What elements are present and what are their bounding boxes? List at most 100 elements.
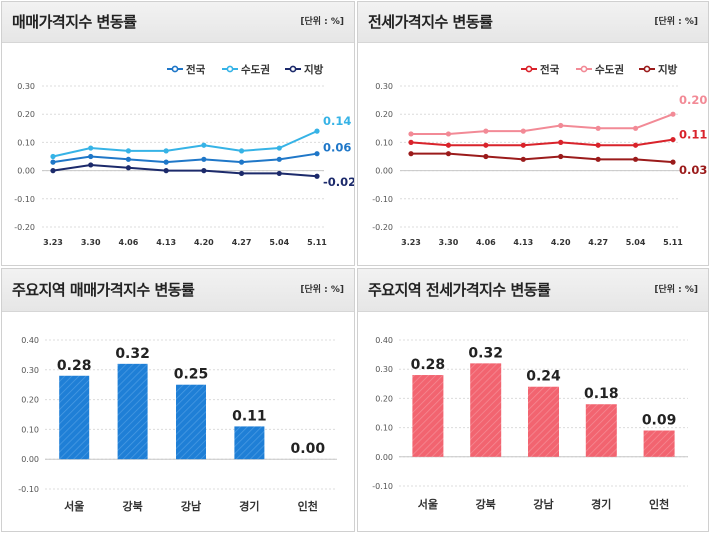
x-category-label: 경기 xyxy=(239,499,259,513)
x-tick-label: 4.06 xyxy=(119,238,139,247)
bar-group: 0.25 강남 xyxy=(174,367,209,513)
data-point xyxy=(408,131,414,137)
jeonse-index-line-chart: 0.30 0.20 0.10 0.00 -0.10 -0.20 3.23 3.30 4.06 4.… xyxy=(372,63,707,247)
legend-item: 전국 xyxy=(521,63,560,76)
bar-group: 0.28 서울 xyxy=(411,357,446,511)
data-point xyxy=(88,153,94,160)
end-value-label: -0.02 xyxy=(323,175,354,189)
y-tick-label: 0.20 xyxy=(17,110,35,119)
bar-value-label: 0.09 xyxy=(642,413,677,429)
legend-marker xyxy=(171,65,179,73)
data-point xyxy=(483,142,489,148)
y-tick-label: 0.30 xyxy=(375,365,393,374)
x-tick-label: 4.27 xyxy=(232,238,252,247)
legend-label: 지방 xyxy=(658,63,678,76)
y-tick-label: 0.20 xyxy=(21,396,39,405)
data-point xyxy=(125,165,132,171)
series-line xyxy=(52,163,318,178)
y-tick-label: 0.10 xyxy=(375,424,393,433)
data-point xyxy=(50,159,56,165)
data-point xyxy=(163,148,169,154)
data-point xyxy=(88,162,94,168)
bar-group: 0.09 인천 xyxy=(642,413,677,511)
bar xyxy=(528,386,559,457)
x-category-label: 강남 xyxy=(181,499,201,513)
series-2: 0.20 xyxy=(408,93,707,137)
end-value-label: 0.06 xyxy=(323,141,351,155)
y-tick-label: 0.40 xyxy=(21,336,39,345)
y-tick-label: 0.30 xyxy=(17,82,35,91)
panel-title: 전세가격지수 변동률 xyxy=(368,13,493,31)
panel-title: 매매가격지수 변동률 xyxy=(12,13,137,31)
y-tick-label: -0.10 xyxy=(18,485,39,494)
series-line xyxy=(52,130,318,158)
end-value-label: 0.11 xyxy=(679,128,707,142)
data-point xyxy=(238,148,245,154)
unit-label: [단위 : %] xyxy=(300,285,344,295)
panel-header: 매매가격지수 변동률 [단위 : %] xyxy=(2,2,354,43)
data-point xyxy=(314,151,320,157)
x-tick-label: 3.23 xyxy=(401,238,421,247)
bar-value-label: 0.32 xyxy=(468,345,503,361)
data-point xyxy=(408,151,414,157)
x-tick-label: 4.20 xyxy=(194,238,214,247)
data-point xyxy=(276,156,282,162)
legend-marker xyxy=(580,65,588,73)
unit-label: [단위 : %] xyxy=(654,285,698,295)
data-point xyxy=(201,142,207,148)
y-tick-label: 0.30 xyxy=(375,82,393,91)
bar-value-label: 0.00 xyxy=(291,441,326,457)
bar-group: 0.24 강남 xyxy=(526,369,561,511)
legend-item: 지방 xyxy=(639,63,678,76)
y-tick-label: 0.10 xyxy=(17,138,35,147)
x-tick-label: 3.23 xyxy=(43,238,63,247)
x-tick-label: 3.30 xyxy=(439,238,459,247)
x-category-label: 강북 xyxy=(476,497,496,511)
data-point xyxy=(314,173,320,179)
data-point xyxy=(670,111,676,117)
sale-index-line-chart: 0.30 0.20 0.10 0.00 -0.10 -0.20 3.23 3.30 4.06 4.… xyxy=(14,63,354,247)
x-tick-label: 5.11 xyxy=(663,238,683,247)
x-category-label: 서울 xyxy=(64,499,84,513)
end-value-label: 0.20 xyxy=(679,93,707,107)
legend-label: 수도권 xyxy=(595,64,624,76)
bar xyxy=(412,375,444,457)
bar-value-label: 0.28 xyxy=(411,357,446,373)
panel-header: 전세가격지수 변동률 [단위 : %] xyxy=(358,2,708,43)
y-tick-label: 0.10 xyxy=(21,425,39,434)
x-tick-label: 5.11 xyxy=(307,238,327,247)
data-point xyxy=(483,153,489,160)
x-category-label: 인천 xyxy=(298,499,318,513)
bar-value-label: 0.18 xyxy=(584,386,619,402)
legend-marker xyxy=(226,65,234,73)
data-point xyxy=(670,136,676,143)
panel-title: 주요지역 전세가격지수 변동률 xyxy=(368,281,551,299)
y-tick-label: 0.00 xyxy=(21,455,39,464)
x-tick-label: 4.06 xyxy=(476,238,496,247)
data-point xyxy=(558,139,564,145)
y-tick-label: 0.20 xyxy=(375,110,393,119)
legend-item: 수도권 xyxy=(222,64,270,76)
legend-label: 전국 xyxy=(186,63,206,76)
bar-value-label: 0.11 xyxy=(232,408,267,424)
data-point xyxy=(483,128,489,134)
panel-title: 주요지역 매매가격지수 변동률 xyxy=(12,281,195,299)
legend-item: 수도권 xyxy=(576,64,624,76)
panel-header: 주요지역 매매가격지수 변동률 [단위 : %] xyxy=(2,269,354,312)
x-category-label: 강북 xyxy=(122,499,142,513)
panel-header: 주요지역 전세가격지수 변동률 [단위 : %] xyxy=(358,269,708,312)
data-point xyxy=(201,156,207,162)
y-tick-label: 0.00 xyxy=(375,167,393,176)
y-tick-label: 0.40 xyxy=(375,336,393,345)
data-point xyxy=(632,125,639,131)
panel-jeonse-index: 전세가격지수 변동률 [단위 : %] 0.30 0.20 0.10 0.00 -0.1… xyxy=(357,1,709,266)
series-3: -0.02 xyxy=(50,162,354,189)
y-tick-label: -0.10 xyxy=(372,195,393,204)
end-value-label: 0.03 xyxy=(679,163,707,177)
bar xyxy=(59,375,90,460)
data-point xyxy=(595,156,601,162)
legend-label: 지방 xyxy=(304,63,324,76)
legend-marker xyxy=(289,65,297,73)
bar-value-label: 0.32 xyxy=(115,346,150,362)
y-tick-label: -0.20 xyxy=(14,223,35,232)
